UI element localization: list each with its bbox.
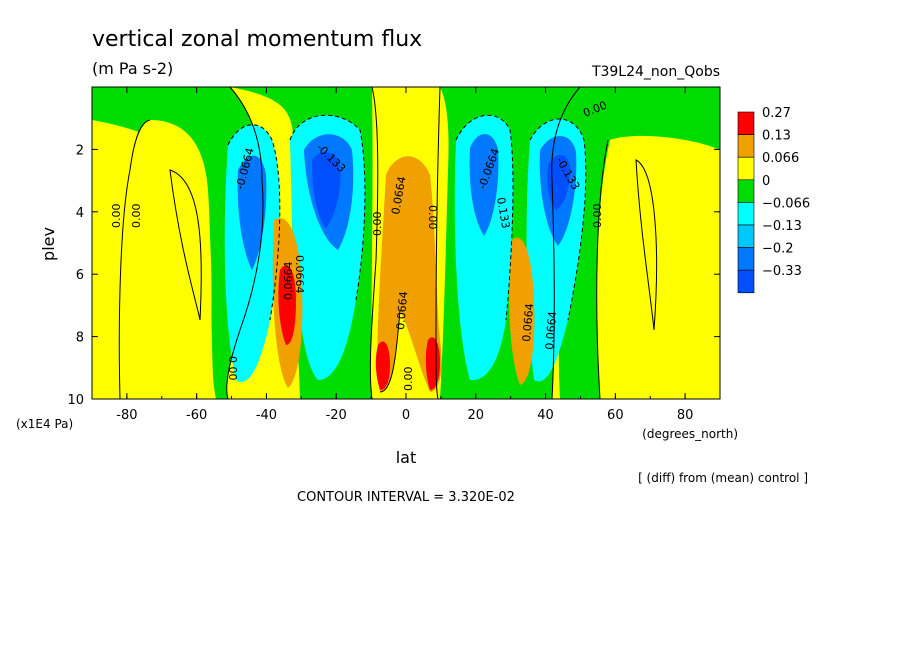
region-orange-right — [509, 237, 535, 385]
chart-title: vertical zonal momentum flux — [92, 27, 422, 52]
x-axis-units: (degrees_north) — [642, 427, 738, 441]
legend-swatch — [737, 156, 755, 181]
contour-label: 0.0664 — [282, 262, 295, 301]
run-label: T39L24_non_Qobs — [591, 64, 720, 80]
x-tick-label: 40 — [537, 408, 554, 423]
region-blue-core-1 — [237, 155, 267, 270]
region-red-left — [278, 265, 296, 345]
y-tick-label: 6 — [76, 268, 84, 283]
x-tick-label: -40 — [256, 408, 277, 423]
x-tick-label: -80 — [116, 408, 137, 423]
legend-swatch — [737, 134, 755, 158]
y-tick-label: 2 — [76, 143, 84, 158]
contour-label: 0.00 — [426, 205, 439, 230]
legend-label: 0.13 — [762, 129, 791, 144]
y-tick-label: 4 — [76, 206, 84, 221]
plot-area: 0.00 0.00 0.00 0.00 0.00 0.00 0.00 0.00 … — [91, 86, 721, 400]
y-tick-label: 8 — [76, 331, 84, 346]
contour-interval-note: CONTOUR INTERVAL = 3.320E-02 — [297, 490, 515, 505]
axes: -80 -60 -40 -20 0 20 40 60 80 2 4 6 8 10 — [67, 87, 721, 423]
contour-label: 0.00 — [226, 356, 239, 381]
x-axis-label: lat — [396, 448, 417, 467]
legend-label: −0.066 — [762, 196, 810, 211]
legend-swatch — [737, 179, 755, 203]
y-tick-label: 10 — [67, 393, 84, 408]
contour-label: 0.00 — [371, 212, 384, 237]
legend-label: −0.33 — [762, 264, 802, 279]
region-orange-center — [377, 156, 442, 392]
x-tick-label: 20 — [468, 408, 485, 423]
x-tick-label: -20 — [326, 408, 347, 423]
y-axis-units: (x1E4 Pa) — [16, 417, 73, 431]
contour-label: 0.00 — [110, 204, 123, 229]
legend-label: 0 — [762, 174, 770, 189]
contour-label: 0.00 — [591, 204, 604, 229]
contour-label: 0.0664 — [543, 311, 559, 350]
x-tick-label: 60 — [607, 408, 624, 423]
contour-label: 0.133 — [494, 196, 512, 229]
legend-label: 0.27 — [762, 106, 791, 121]
colorbar-legend: 0.27 0.13 0.066 0 −0.066 −0.13 −0.2 −0.33 — [737, 106, 810, 294]
region-blue-core-5 — [312, 152, 341, 228]
y-axis-label: plev — [39, 227, 58, 261]
legend-label: −0.13 — [762, 219, 802, 234]
contour-label: 0.0664 — [394, 291, 410, 330]
contour-label: 0.00 — [130, 204, 143, 229]
contour-label: 0.0664 — [520, 303, 536, 342]
units-label: (m Pa s-2) — [92, 59, 173, 78]
region-yellow-left-inner — [119, 120, 214, 399]
legend-label: −0.2 — [762, 242, 794, 257]
legend-swatch — [737, 224, 755, 248]
region-red-center-left — [375, 341, 390, 390]
legend-swatch — [737, 202, 755, 226]
legend-label: 0.066 — [762, 151, 799, 166]
x-tick-label: -60 — [186, 408, 207, 423]
region-green-left — [92, 87, 264, 399]
x-tick-label: 80 — [677, 408, 694, 423]
legend-swatch — [737, 111, 755, 135]
contour-lines — [118, 86, 658, 400]
legend-swatch — [737, 269, 755, 294]
region-blue-core-3 — [469, 133, 499, 236]
region-yellow-right-inner — [601, 138, 680, 399]
diff-note: [ (diff) from (mean) control ] — [638, 471, 808, 485]
region-green-right — [558, 87, 720, 399]
region-cyan-right-center-lobe — [454, 115, 513, 381]
contour-label: 0.0664 — [293, 255, 306, 294]
x-tick-label: 0 — [402, 408, 410, 423]
legend-swatch — [737, 247, 755, 271]
contour-label: 0.00 — [402, 367, 415, 392]
